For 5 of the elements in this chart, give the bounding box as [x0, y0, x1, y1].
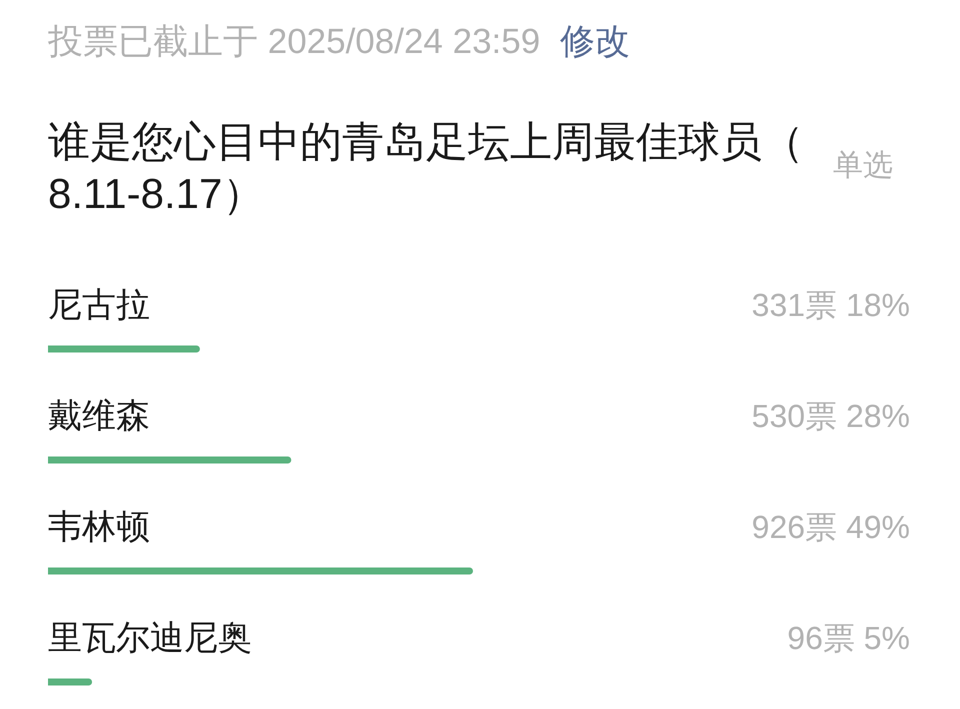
annotation: 修改	[560, 22, 630, 61]
annotation: 投票已截止于 2025/08/24 23:59	[48, 22, 540, 61]
title: 8.11-8.17）	[48, 170, 264, 217]
annotation: 单选	[833, 149, 893, 182]
title: 谁是您心目中的青岛足坛上周最佳球员（	[48, 118, 804, 165]
